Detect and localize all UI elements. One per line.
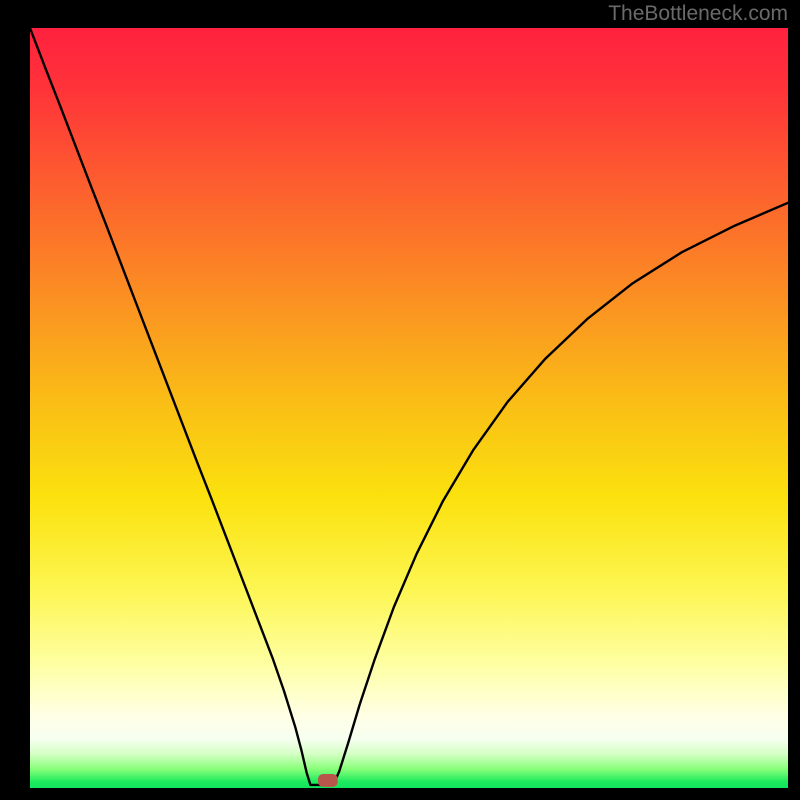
watermark-text: TheBottleneck.com <box>608 2 788 26</box>
cusp-marker <box>318 774 338 787</box>
plot-background <box>30 28 788 788</box>
bottleneck-chart <box>0 0 800 800</box>
chart-container: TheBottleneck.com <box>0 0 800 800</box>
